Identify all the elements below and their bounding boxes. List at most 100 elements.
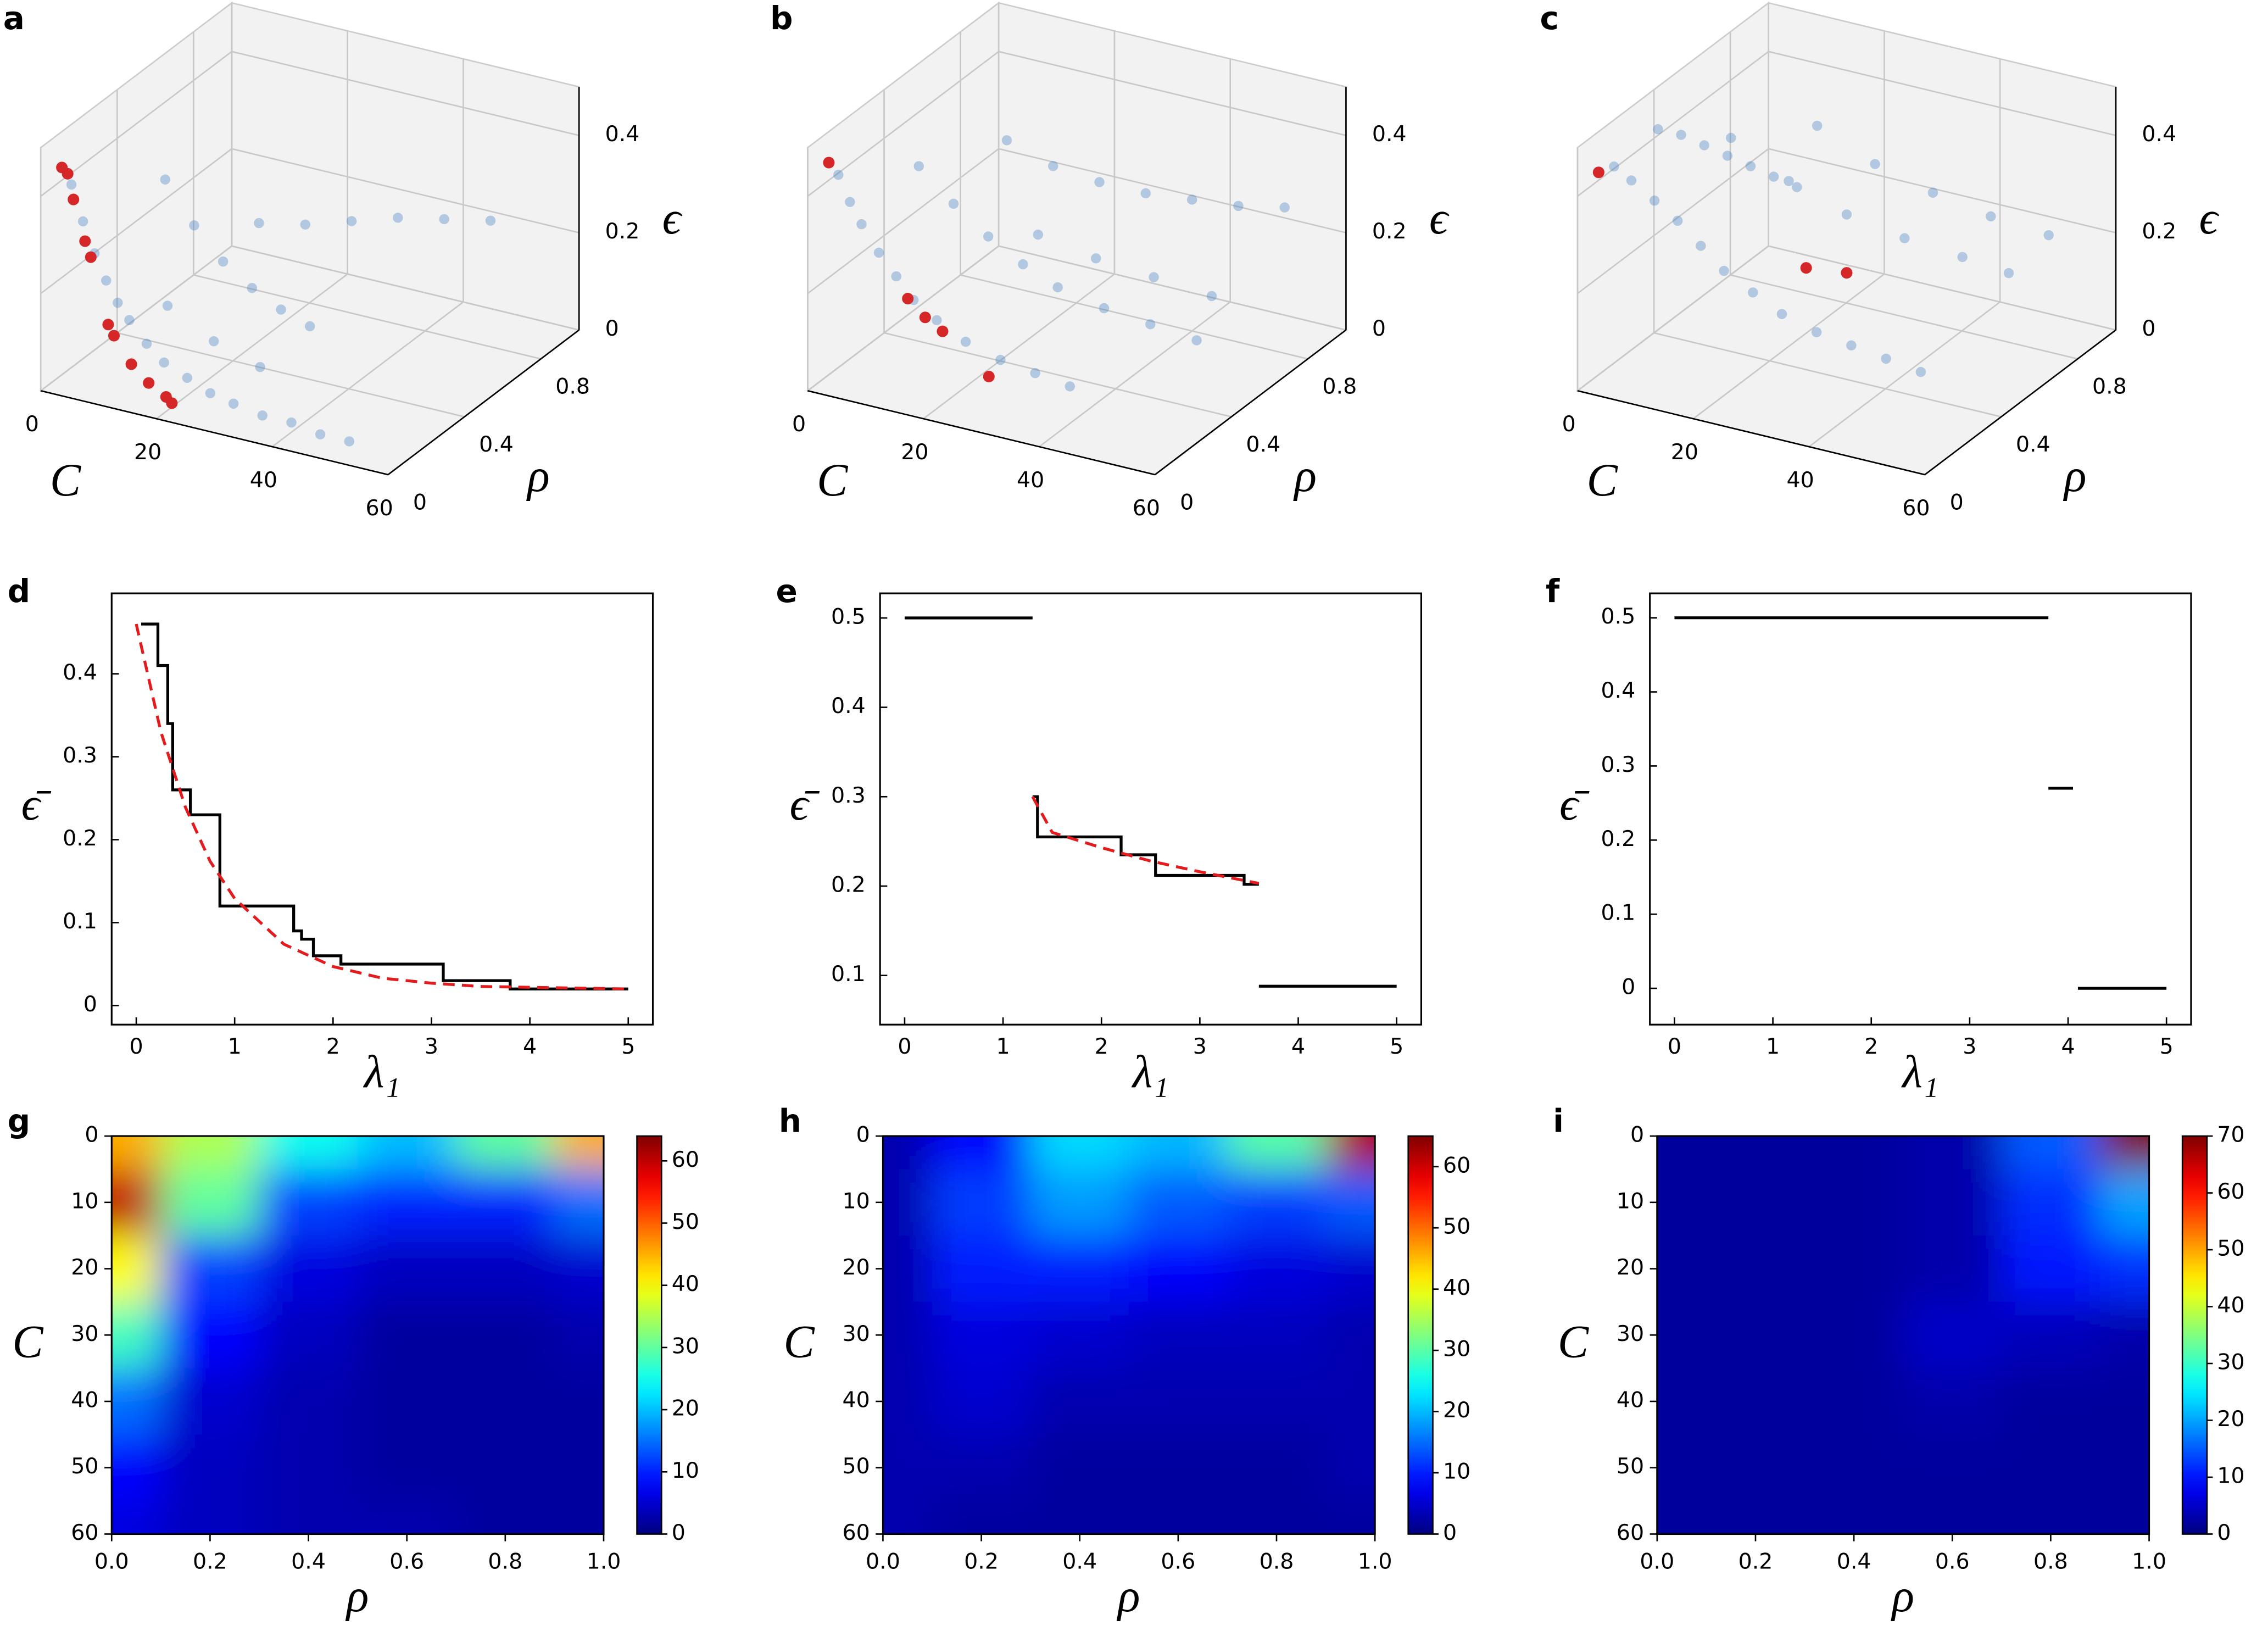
z-tick-label: 0.4 (1372, 121, 1407, 147)
grid-line (807, 245, 999, 392)
cell (259, 1235, 359, 1303)
x-tick-label: 40 (250, 467, 277, 493)
point (62, 168, 74, 180)
point (315, 429, 326, 439)
y-axis-title: C (1558, 1317, 1589, 1368)
cell (160, 1368, 260, 1435)
cell (456, 1136, 555, 1170)
x-tick-label: 0.4 (291, 1549, 326, 1574)
point (393, 213, 403, 223)
point (1915, 366, 1926, 377)
x-tick-label: 4 (2061, 1034, 2075, 1059)
colorbar (2181, 1135, 2208, 1535)
heatmap (1657, 1136, 2149, 1534)
x-axis-title: λ₁ (1131, 1046, 1169, 1098)
cell (1129, 1235, 1228, 1303)
cell (1903, 1301, 2003, 1369)
cell (1903, 1368, 2003, 1435)
grid-line (1577, 245, 1769, 392)
cell (1030, 1235, 1130, 1303)
y-tick-label: 60 (71, 1520, 98, 1545)
z-axis-title: ϵ (662, 193, 683, 244)
cell (1804, 1501, 1904, 1534)
y-axis-title: ρ (2063, 450, 2086, 502)
cell (358, 1434, 457, 1502)
cell (932, 1501, 1032, 1534)
grid-line (1768, 245, 2116, 331)
grid-line (1730, 274, 2078, 360)
point (143, 377, 155, 389)
grid-line (193, 274, 541, 360)
cell (1227, 1368, 1327, 1435)
x-tick-label: 20 (134, 439, 161, 465)
x-axis-title: C (50, 455, 81, 506)
y-tick-label: 0.5 (1601, 604, 1636, 629)
colorbar (636, 1135, 662, 1535)
y-tick-label: 30 (71, 1321, 98, 1346)
cell (1227, 1235, 1327, 1303)
y-tick-label: 20 (71, 1255, 98, 1280)
point (85, 251, 97, 263)
cell (358, 1501, 457, 1534)
grid-line (807, 148, 999, 294)
colorbar-tick-label: 40 (1443, 1275, 1470, 1300)
x-axis-title: ρ (1116, 1571, 1140, 1622)
point (1899, 233, 1910, 243)
y-tick-label: 50 (842, 1454, 870, 1479)
point (254, 218, 264, 229)
x-tick-label: 1.0 (587, 1549, 621, 1574)
grid-line (807, 51, 999, 197)
cell (932, 1136, 1032, 1170)
point (125, 358, 137, 370)
cell (554, 1235, 604, 1303)
point (189, 220, 199, 231)
cell (554, 1368, 604, 1435)
colorbar-tick-label: 40 (2217, 1293, 2244, 1318)
point (960, 336, 971, 347)
point (1841, 267, 1853, 279)
data-line (1032, 795, 1259, 886)
data-line (141, 622, 628, 990)
cell (1804, 1301, 1904, 1369)
grid-line (923, 273, 1115, 420)
colorbar-tick-label: 30 (672, 1333, 699, 1359)
plot-frame (110, 592, 654, 1026)
x-axis-title: C (1587, 455, 1618, 506)
y-tick-label: 40 (71, 1388, 98, 1413)
point (1841, 209, 1852, 220)
x-tick-label: 5 (2160, 1034, 2174, 1059)
point (1673, 215, 1683, 226)
y-tick-label: 0.4 (63, 660, 97, 685)
x-tick-label: 1 (1766, 1034, 1780, 1059)
colorbar-tick-label: 20 (2217, 1406, 2244, 1432)
heatmap-cells (112, 1136, 604, 1534)
colorbar-tick-label: 70 (2217, 1122, 2244, 1148)
colorbar-tick-label: 50 (1443, 1214, 1470, 1239)
cell (456, 1434, 555, 1502)
cell (112, 1501, 162, 1534)
y-tick-label: 0.3 (1601, 752, 1636, 777)
z-tick-label: 0 (605, 316, 619, 341)
cell (259, 1368, 359, 1435)
point (1722, 151, 1733, 161)
cell (160, 1301, 260, 1369)
x-tick-label: 0.0 (94, 1549, 129, 1574)
z-tick-label: 0.2 (2142, 219, 2176, 244)
panel-label: g (8, 1102, 30, 1139)
point (823, 157, 835, 169)
point (1653, 124, 1663, 135)
x-tick-label: 0.6 (389, 1549, 424, 1574)
x-tick-label: 20 (1671, 439, 1698, 465)
cell (1227, 1501, 1327, 1534)
point (856, 219, 867, 230)
x-tick-label: 20 (901, 439, 928, 465)
x-tick-label: 3 (425, 1034, 438, 1059)
cell (259, 1136, 359, 1170)
point (77, 216, 88, 227)
point (1048, 161, 1058, 171)
point (247, 283, 258, 293)
point (1696, 241, 1706, 251)
cell (259, 1501, 359, 1534)
x-tick-label: 0.8 (488, 1549, 522, 1574)
